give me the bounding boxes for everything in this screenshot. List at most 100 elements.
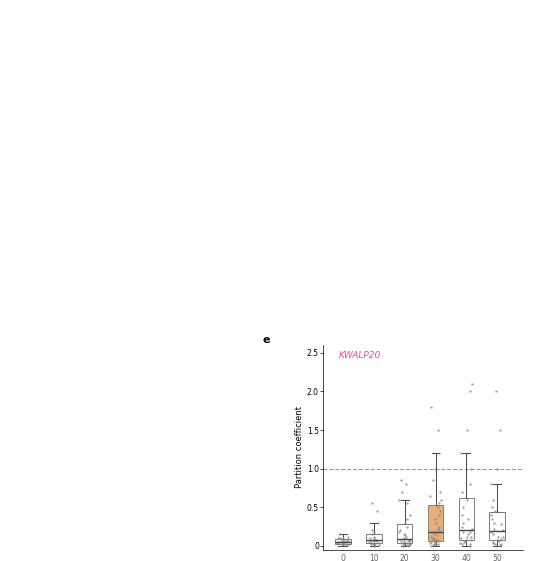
Point bbox=[397, 536, 405, 545]
Point bbox=[491, 507, 500, 516]
Point bbox=[493, 464, 502, 473]
Point bbox=[462, 532, 471, 541]
Point bbox=[456, 539, 465, 548]
Point bbox=[429, 537, 438, 546]
Point bbox=[497, 520, 505, 529]
Point bbox=[434, 503, 442, 512]
Point bbox=[373, 507, 381, 516]
Point bbox=[434, 525, 443, 534]
Point bbox=[495, 536, 504, 545]
Point bbox=[426, 539, 435, 548]
Point bbox=[499, 526, 507, 535]
Point bbox=[431, 518, 440, 527]
Point bbox=[459, 518, 467, 527]
Point bbox=[406, 511, 414, 519]
Point bbox=[458, 522, 466, 531]
Point bbox=[333, 534, 342, 542]
Point bbox=[368, 526, 376, 535]
Point bbox=[395, 495, 404, 504]
Point bbox=[467, 532, 476, 541]
Point bbox=[435, 526, 443, 535]
Point bbox=[403, 541, 411, 550]
Y-axis label: Partition coefficient: Partition coefficient bbox=[295, 406, 304, 489]
PathPatch shape bbox=[335, 539, 351, 544]
PathPatch shape bbox=[397, 524, 412, 542]
Point bbox=[371, 541, 380, 550]
Point bbox=[427, 402, 435, 411]
Point bbox=[375, 541, 384, 550]
Point bbox=[458, 488, 467, 496]
Point bbox=[465, 540, 474, 549]
Point bbox=[428, 476, 437, 485]
Point bbox=[492, 541, 501, 550]
Point bbox=[406, 540, 414, 549]
Point bbox=[398, 541, 407, 550]
Point bbox=[461, 535, 470, 544]
Point bbox=[466, 387, 474, 396]
Point bbox=[403, 522, 412, 531]
Point bbox=[403, 535, 412, 544]
Point bbox=[489, 495, 497, 504]
Point bbox=[489, 539, 497, 548]
Point bbox=[427, 532, 436, 541]
Point bbox=[467, 535, 475, 544]
Point bbox=[457, 534, 465, 542]
Point bbox=[427, 537, 435, 546]
Point bbox=[338, 540, 347, 549]
Point bbox=[339, 539, 348, 548]
Point bbox=[429, 540, 438, 549]
PathPatch shape bbox=[459, 498, 474, 540]
Point bbox=[399, 529, 408, 538]
Point bbox=[459, 503, 467, 512]
Point bbox=[399, 535, 408, 544]
Point bbox=[429, 534, 437, 542]
Point bbox=[337, 535, 346, 544]
Point bbox=[370, 537, 379, 546]
Point bbox=[372, 535, 380, 544]
Point bbox=[369, 539, 378, 548]
PathPatch shape bbox=[428, 505, 443, 541]
Point bbox=[367, 537, 375, 546]
Point bbox=[431, 514, 439, 523]
Point bbox=[496, 541, 504, 550]
Point bbox=[434, 539, 443, 548]
Point bbox=[430, 530, 439, 539]
Point bbox=[366, 540, 375, 549]
Point bbox=[373, 536, 381, 545]
Point bbox=[433, 531, 441, 540]
Point bbox=[341, 536, 350, 545]
Point bbox=[497, 535, 505, 544]
Point bbox=[342, 541, 351, 550]
Point bbox=[464, 530, 472, 539]
Point bbox=[339, 539, 348, 548]
Point bbox=[435, 499, 444, 508]
Point bbox=[487, 511, 496, 519]
Point bbox=[468, 379, 476, 388]
Point bbox=[406, 539, 415, 548]
Point bbox=[405, 536, 413, 545]
Point bbox=[336, 537, 344, 546]
Point bbox=[403, 539, 412, 548]
Point bbox=[336, 534, 345, 542]
Point bbox=[487, 480, 496, 489]
Point bbox=[458, 539, 467, 548]
Point bbox=[400, 518, 409, 527]
Point bbox=[488, 503, 496, 512]
Point bbox=[459, 537, 468, 546]
Point bbox=[403, 499, 411, 508]
Point bbox=[333, 539, 342, 548]
Point bbox=[400, 531, 409, 540]
Point bbox=[366, 534, 374, 542]
Point bbox=[368, 530, 376, 539]
Text: KWALP20: KWALP20 bbox=[339, 351, 381, 360]
Point bbox=[436, 488, 444, 496]
Point bbox=[433, 535, 442, 544]
Point bbox=[457, 449, 465, 458]
Point bbox=[494, 535, 502, 544]
Point bbox=[498, 532, 507, 541]
Point bbox=[367, 499, 376, 508]
Point bbox=[334, 541, 342, 550]
Point bbox=[467, 525, 476, 534]
Text: e: e bbox=[263, 335, 271, 345]
Point bbox=[370, 527, 378, 536]
